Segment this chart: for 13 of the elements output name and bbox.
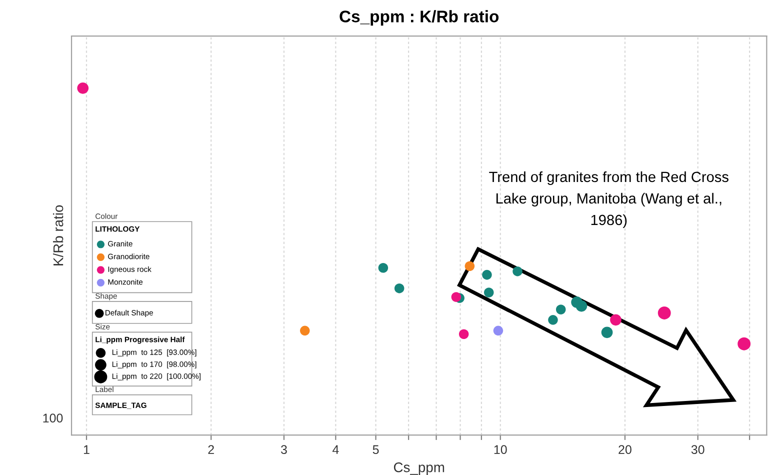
annotation: Trend of granites from the Red Cross Lake group, Manitoba (Wang et al., 1986) <box>489 171 728 228</box>
chart-title: Cs_ppm : K/Rb ratio <box>340 10 499 26</box>
x-tick-label: 20 <box>618 445 632 454</box>
x-axis-title: Cs_ppm <box>394 462 444 475</box>
x-tick-label: 1 <box>84 445 90 454</box>
x-tick-label: 3 <box>280 445 287 454</box>
x-tick-label: 2 <box>208 445 214 454</box>
text: 100 <box>43 414 63 422</box>
x-tick-label: 30 <box>691 445 704 454</box>
x-tick-label: 10 <box>494 445 507 454</box>
x-tick-label: 4 <box>332 445 339 454</box>
y-axis-title: K/Rb ratio <box>53 205 64 266</box>
x-tick-label: 5 <box>372 445 379 454</box>
